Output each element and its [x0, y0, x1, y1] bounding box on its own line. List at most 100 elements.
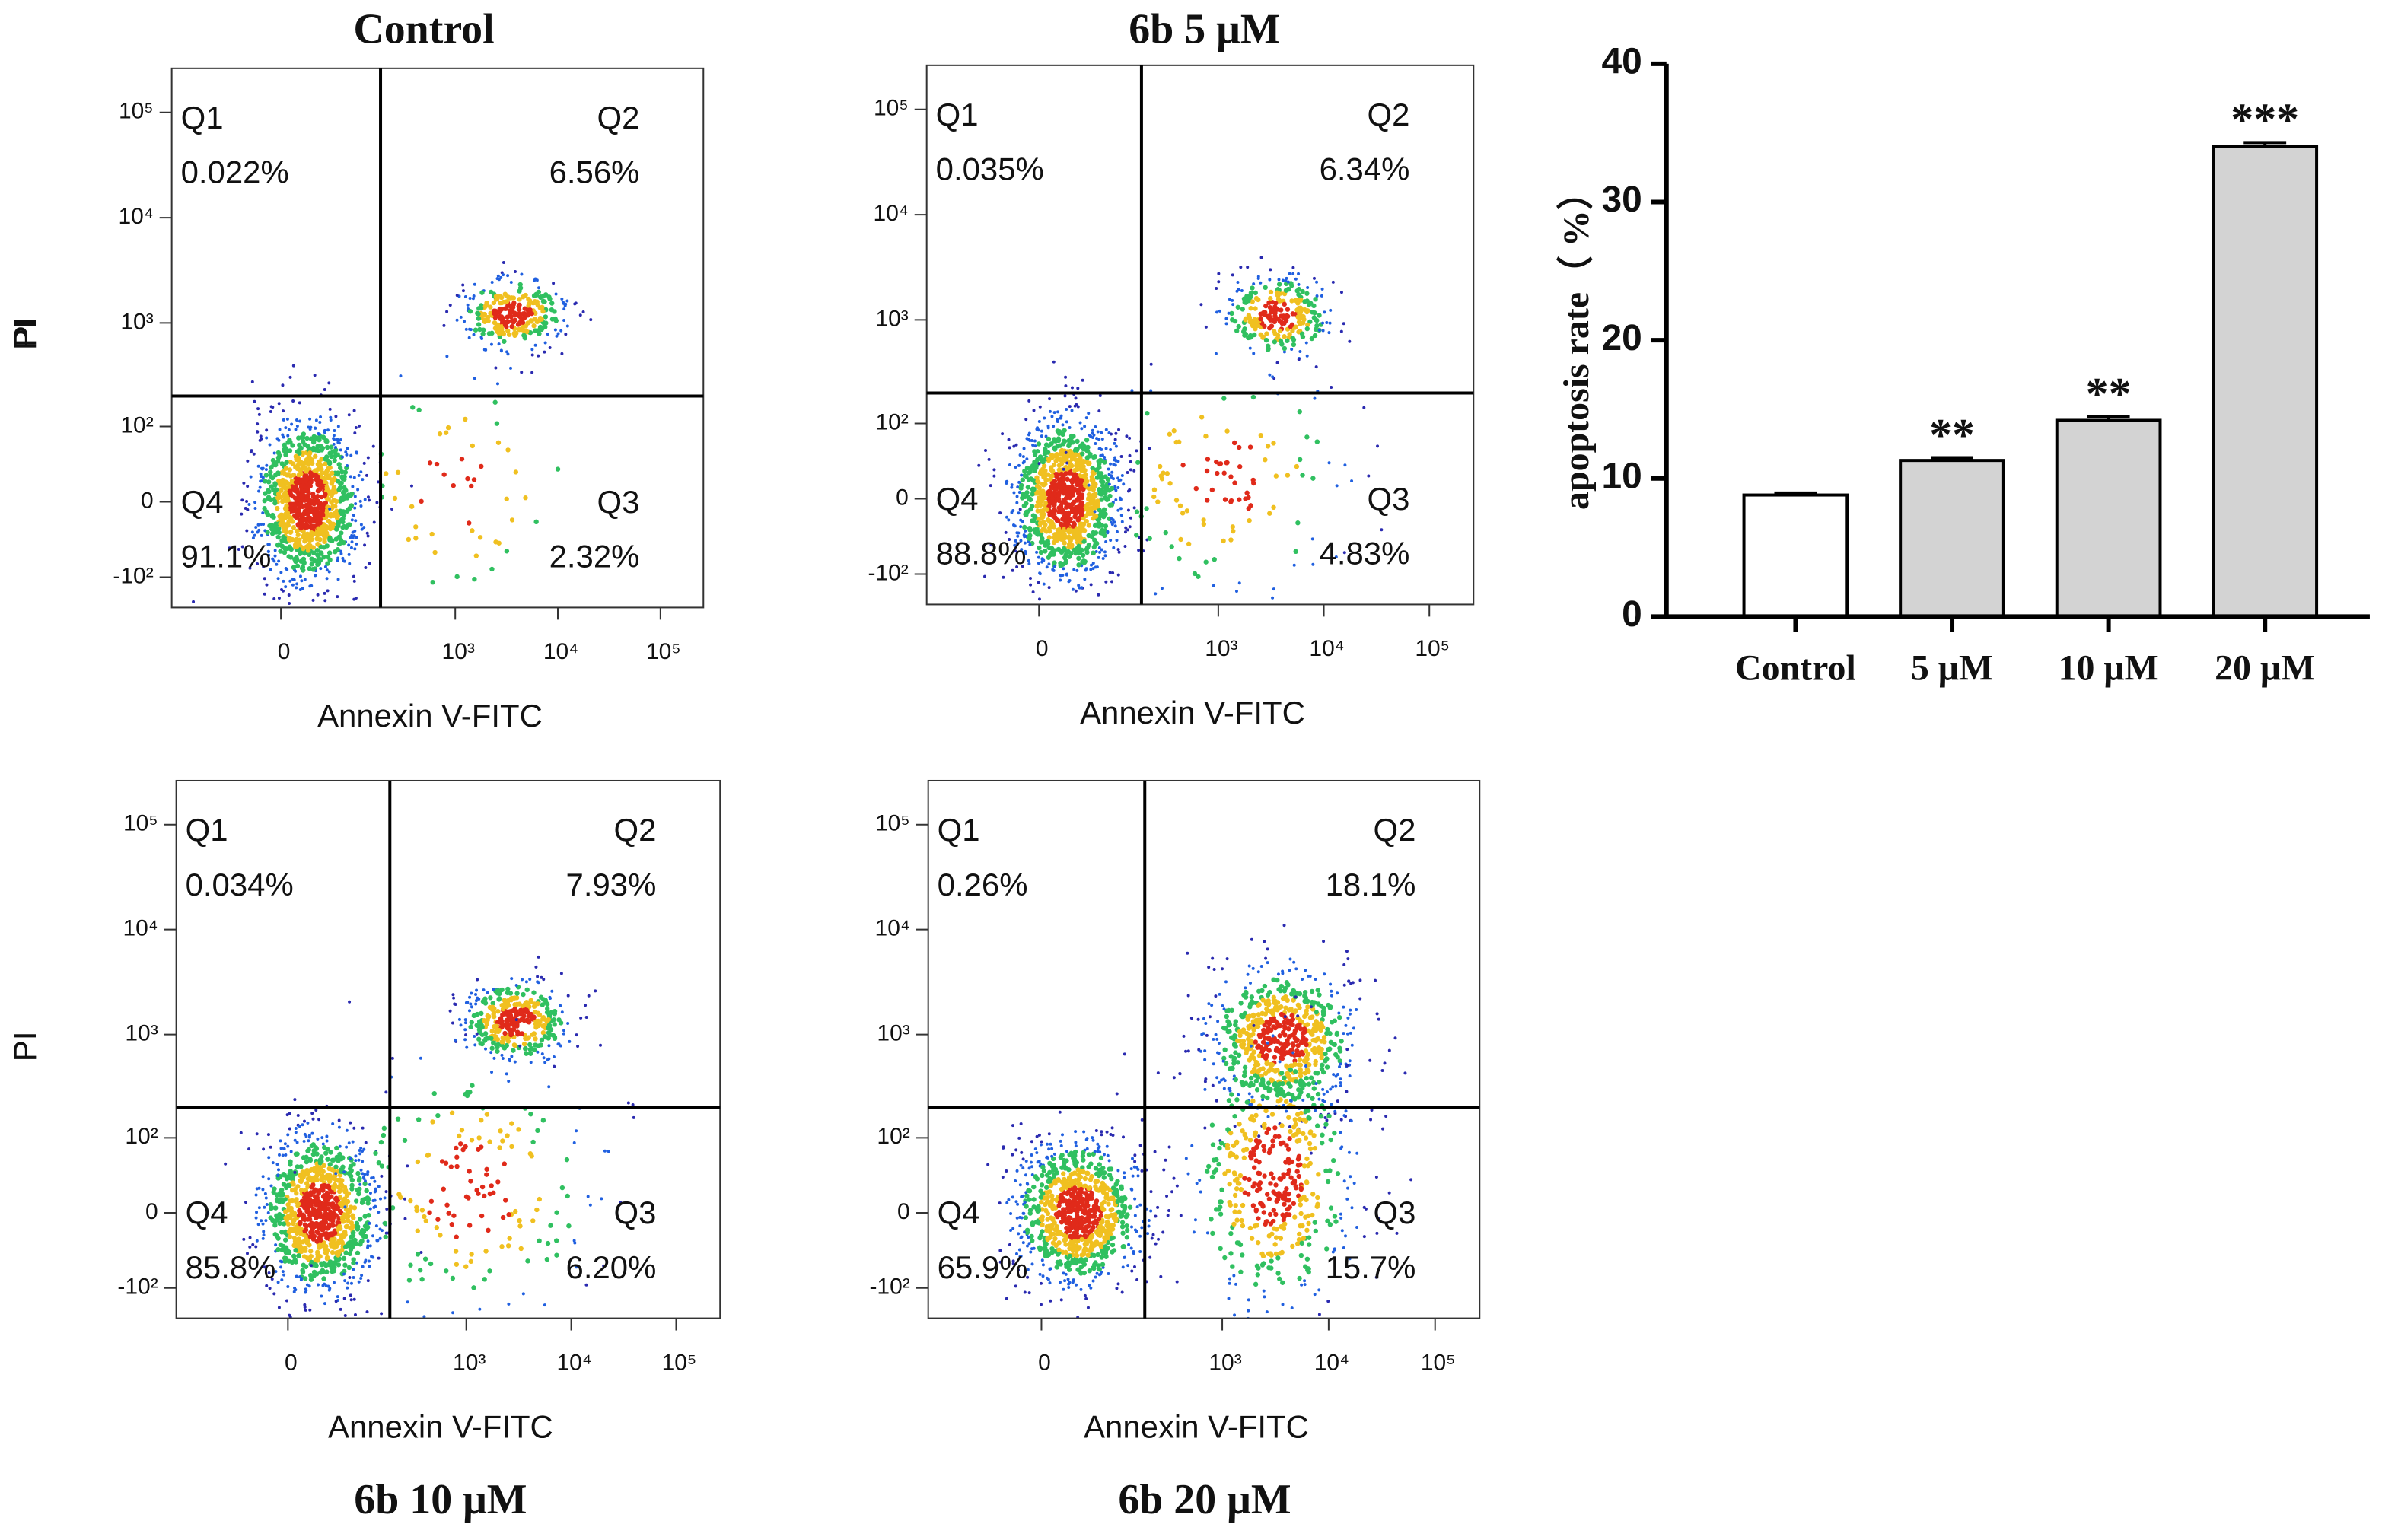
event-dot	[298, 401, 301, 405]
event-dot	[1040, 429, 1043, 433]
event-dot	[1239, 266, 1243, 269]
event-dot	[561, 300, 565, 304]
event-dot	[283, 445, 288, 451]
event-dot	[1040, 558, 1044, 562]
event-dot	[330, 1223, 336, 1228]
event-dot	[257, 528, 261, 532]
event-dot	[467, 520, 472, 526]
event-dot	[377, 1185, 381, 1188]
event-dot	[489, 330, 495, 336]
event-dot	[543, 320, 549, 326]
event-dot	[1275, 361, 1279, 364]
event-dot	[1081, 528, 1088, 533]
event-dot	[1269, 323, 1275, 329]
event-dot	[312, 1187, 318, 1192]
event-dot	[315, 1168, 321, 1174]
event-dot	[1291, 266, 1295, 269]
x-axis-label: Annexin V-FITC	[328, 1408, 553, 1444]
event-dot	[303, 1198, 309, 1204]
event-dot	[1314, 317, 1320, 323]
event-dot	[523, 1036, 528, 1042]
event-dot	[302, 1247, 308, 1252]
quadrant-percent: 4.83%	[1320, 536, 1410, 571]
event-dot	[315, 1252, 320, 1257]
event-dot	[505, 1072, 508, 1076]
event-dot	[361, 1149, 365, 1153]
event-dot	[517, 282, 523, 288]
event-dot	[1045, 491, 1050, 497]
event-dot	[344, 495, 350, 501]
event-dot	[441, 472, 447, 477]
event-dot	[1086, 523, 1092, 528]
event-dot	[286, 434, 290, 438]
event-dot	[295, 1184, 301, 1189]
event-dot	[1066, 504, 1072, 509]
event-dot	[321, 1241, 326, 1246]
event-dot	[309, 1166, 314, 1172]
event-dot	[438, 1233, 443, 1238]
event-dot	[1027, 431, 1031, 435]
event-dot	[326, 428, 330, 432]
event-dot	[509, 323, 514, 329]
event-dot	[1077, 584, 1081, 587]
event-dot	[353, 547, 357, 551]
event-dot	[275, 1176, 281, 1181]
event-dot	[1214, 459, 1219, 465]
event-dot	[348, 1275, 352, 1279]
event-dot	[525, 307, 530, 313]
event-dot	[336, 487, 342, 492]
event-dot	[392, 495, 398, 501]
event-dot	[1074, 1144, 1078, 1148]
event-dot	[274, 1243, 278, 1247]
event-dot	[312, 1194, 318, 1199]
event-dot	[1154, 592, 1158, 596]
event-dot	[1173, 498, 1180, 503]
event-dot	[1279, 342, 1285, 347]
event-dot	[268, 1206, 274, 1211]
event-dot	[1069, 456, 1075, 462]
event-dot	[1100, 548, 1103, 552]
event-dot	[270, 1277, 274, 1281]
event-dot	[276, 1174, 280, 1178]
event-dot	[1300, 473, 1305, 478]
event-dot	[290, 422, 294, 426]
event-dot	[409, 484, 413, 488]
event-dot	[314, 574, 317, 578]
event-dot	[275, 1236, 281, 1241]
event-dot	[305, 510, 310, 516]
event-dot	[564, 332, 568, 336]
event-dot	[1212, 584, 1215, 587]
event-dot	[307, 1212, 314, 1217]
event-dot	[353, 495, 357, 498]
event-dot	[1129, 516, 1132, 520]
event-dot	[1109, 539, 1113, 542]
event-dot	[575, 1265, 578, 1269]
event-dot	[406, 1164, 409, 1168]
event-dot	[291, 609, 294, 612]
y-tick-label: -10²	[113, 563, 153, 588]
event-dot	[1061, 546, 1067, 552]
event-dot	[1312, 332, 1318, 339]
event-dot	[527, 1047, 533, 1052]
x-tick-label: 10⁵	[646, 639, 681, 664]
event-dot	[555, 466, 561, 472]
event-dot	[319, 551, 324, 556]
event-dot	[1037, 520, 1043, 526]
event-dot	[479, 463, 484, 469]
event-dot	[276, 478, 282, 484]
event-dot	[316, 593, 320, 597]
event-dot	[1116, 508, 1120, 512]
event-dot	[318, 1232, 323, 1237]
event-dot	[1016, 485, 1020, 489]
event-dot	[245, 499, 249, 503]
event-dot	[1076, 504, 1081, 510]
event-dot	[1244, 490, 1250, 495]
event-dot	[1029, 577, 1033, 581]
event-dot	[1036, 426, 1040, 430]
event-dot	[1037, 545, 1042, 551]
event-dot	[366, 1170, 370, 1174]
event-dot	[261, 1236, 265, 1240]
event-dot	[1072, 568, 1076, 571]
event-dot	[313, 426, 317, 430]
event-dot	[1086, 533, 1091, 539]
